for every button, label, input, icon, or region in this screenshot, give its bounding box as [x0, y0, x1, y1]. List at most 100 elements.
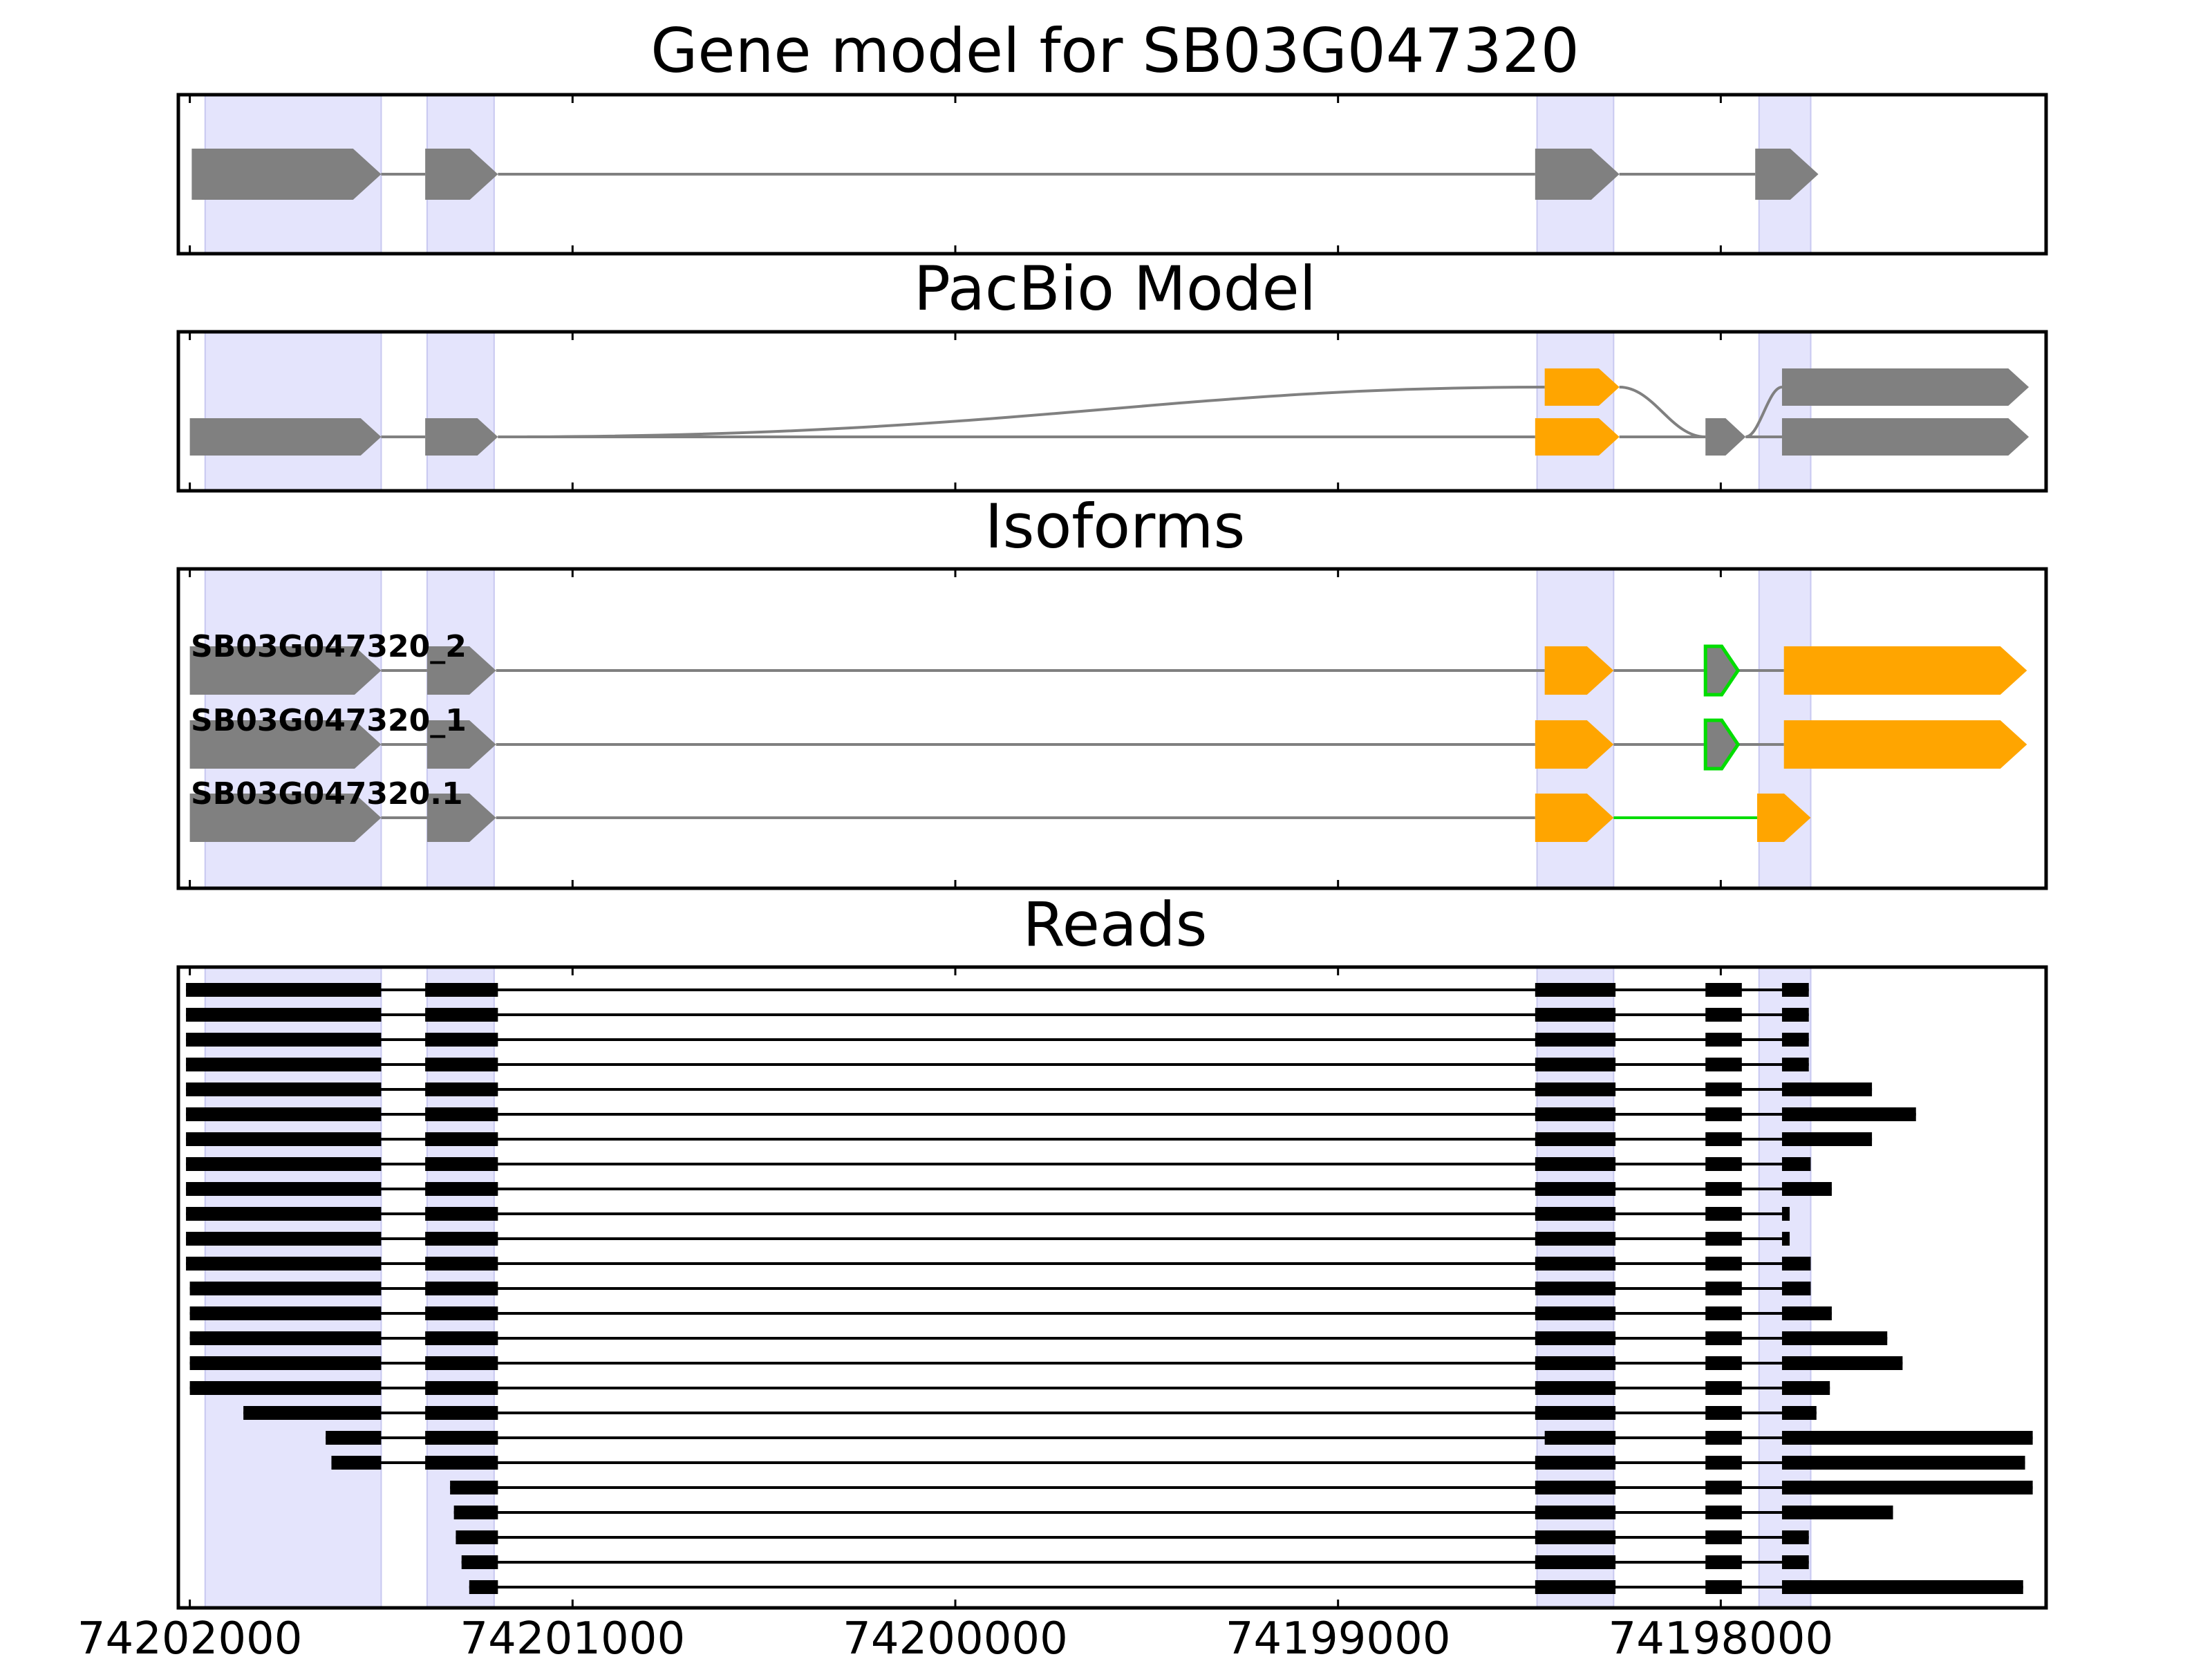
read-block	[1781, 1232, 1790, 1246]
read-block	[425, 1381, 498, 1395]
read-block	[1781, 1356, 1903, 1370]
read-block	[425, 1456, 498, 1470]
gene-model-frame	[176, 93, 2048, 256]
exon-arrow	[191, 149, 382, 200]
read-block	[1781, 1008, 1809, 1022]
read-block	[425, 1157, 498, 1171]
x-tick-label: 74202000	[77, 1613, 303, 1659]
read-block	[1544, 1431, 1616, 1445]
read-block	[189, 1356, 382, 1370]
exon-arrow	[189, 646, 382, 695]
read-block	[1705, 1058, 1742, 1071]
read-block	[1705, 1506, 1742, 1519]
exon-arrow	[1544, 646, 1614, 695]
read-block	[186, 1082, 382, 1096]
read-block	[1535, 1232, 1616, 1246]
isoforms-panel: SB03G047320_2 SB03G047320_1 SB03G047320.1	[176, 567, 2048, 890]
read-block	[186, 1182, 382, 1196]
read-block	[425, 1257, 498, 1271]
pacbio-model-panel	[176, 330, 2048, 493]
read-block	[189, 1306, 382, 1320]
read-block	[1535, 1132, 1616, 1146]
x-tick-label: 74199000	[1226, 1613, 1451, 1659]
read-block	[1705, 1132, 1742, 1146]
read-block	[1705, 1456, 1742, 1470]
exon-arrow	[1781, 368, 2030, 406]
read-block	[425, 1132, 498, 1146]
read-block	[425, 1406, 498, 1420]
read-block	[186, 1107, 382, 1121]
exon-arrow	[1535, 149, 1620, 200]
read-block	[1535, 1257, 1616, 1271]
read-block	[1705, 1008, 1742, 1022]
splice-curve	[498, 386, 1545, 438]
read-block	[1705, 1082, 1742, 1096]
read-block	[1781, 1381, 1830, 1395]
exon-arrow	[1703, 644, 1741, 697]
isoform-label: SB03G047320_1	[191, 703, 467, 738]
exon-arrow	[1544, 368, 1620, 406]
x-tick-label: 74198000	[1608, 1613, 1833, 1659]
read-block	[1535, 1157, 1616, 1171]
read-block	[453, 1506, 498, 1519]
read-block	[1705, 1257, 1742, 1271]
read-block	[425, 1306, 498, 1320]
read-block	[1781, 1306, 1832, 1320]
read-block	[425, 983, 498, 997]
read-block	[1705, 1580, 1742, 1594]
reads-title: Reads	[1023, 889, 1208, 960]
read-block	[1535, 1331, 1616, 1345]
read-block	[1535, 1207, 1616, 1221]
read-block	[1705, 1381, 1742, 1395]
exon-arrow	[189, 794, 382, 842]
read-block	[1705, 1530, 1742, 1544]
isoform-label: SB03G047320_2	[191, 629, 467, 664]
read-block	[1705, 983, 1742, 997]
read-block	[425, 1431, 498, 1445]
read-block	[1705, 1207, 1742, 1221]
exon-arrow	[189, 418, 382, 456]
read-block	[1705, 1356, 1742, 1370]
exon-arrow	[1783, 646, 2027, 695]
read-block	[1705, 1282, 1742, 1295]
read-block	[1781, 1456, 2025, 1470]
read-block	[1781, 1580, 2023, 1594]
read-block	[1535, 1381, 1616, 1395]
read-block	[450, 1481, 498, 1494]
read-block	[186, 1207, 382, 1221]
read-block	[1781, 1481, 2033, 1494]
exon-arrow	[427, 720, 496, 769]
read-block	[1781, 1506, 1893, 1519]
read-block	[425, 1331, 498, 1345]
read-block	[1705, 1431, 1742, 1445]
x-tick-label: 74200000	[843, 1613, 1068, 1659]
read-block	[1781, 1406, 1817, 1420]
read-block	[1535, 1406, 1616, 1420]
read-block	[425, 1033, 498, 1047]
exon-band	[1536, 331, 1615, 491]
isoform-label: SB03G047320.1	[191, 776, 463, 812]
read-block	[1705, 1555, 1742, 1569]
exon-band	[426, 331, 495, 491]
exon-arrow	[189, 720, 382, 769]
read-block	[1535, 1082, 1616, 1096]
read-block	[1781, 1182, 1832, 1196]
read-block	[186, 1232, 382, 1246]
read-block	[1535, 1506, 1616, 1519]
isoforms-title: Isoforms	[985, 491, 1246, 562]
exon-arrow	[425, 418, 498, 456]
read-block	[1535, 1008, 1616, 1022]
read-block	[1705, 1306, 1742, 1320]
read-block	[1705, 1331, 1742, 1345]
read-block	[1705, 1157, 1742, 1171]
exon-arrow	[1781, 418, 2030, 456]
read-block	[1535, 1033, 1616, 1047]
exon-arrow	[1535, 794, 1614, 842]
read-block	[425, 1008, 498, 1022]
exon-arrow	[1535, 720, 1614, 769]
splice-curve	[1619, 386, 1706, 438]
read-block	[189, 1282, 382, 1295]
read-block	[1781, 1257, 1811, 1271]
read-block	[469, 1580, 498, 1594]
